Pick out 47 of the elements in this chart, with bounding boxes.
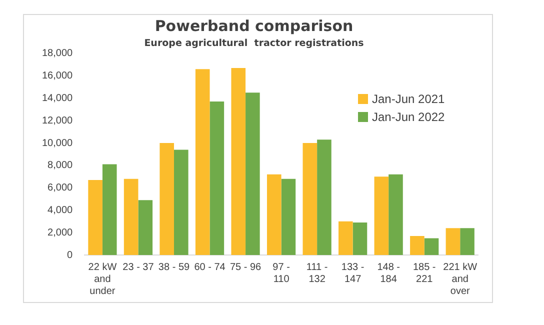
bar	[231, 68, 246, 255]
x-tick-label: 148 - 184	[377, 262, 400, 285]
bar	[424, 238, 439, 255]
bar	[446, 228, 460, 255]
bar	[138, 200, 153, 255]
y-tick-label: 2,000	[48, 227, 74, 238]
bar	[317, 140, 332, 255]
y-tick-label: 10,000	[42, 138, 74, 149]
y-tick-label: 8,000	[48, 160, 74, 172]
y-tick-label: 16,000	[42, 70, 74, 82]
x-tick-label: 111 - 132	[306, 262, 328, 285]
x-tick-label: 97 - 110	[272, 262, 290, 285]
legend-label: Jan-Jun 2022	[372, 109, 445, 126]
bar	[174, 150, 188, 255]
bar	[195, 69, 210, 255]
x-tick-label: 75 - 96	[230, 262, 262, 273]
bar	[460, 228, 474, 255]
bar	[124, 178, 138, 255]
bar	[246, 92, 260, 255]
x-tick-label: 38 - 59	[158, 262, 190, 273]
y-tick-label: 6,000	[48, 182, 74, 194]
bar	[374, 176, 389, 255]
bar	[266, 174, 282, 255]
x-tick-label: 133 - 147	[341, 262, 364, 285]
y-tick-label: 18,000	[42, 48, 74, 60]
y-tick-label: 4,000	[48, 204, 74, 216]
y-tick-label: 12,000	[42, 115, 74, 126]
y-tick-label: 14,000	[42, 92, 74, 104]
chart-title: Powerband comparison	[154, 16, 354, 35]
bar	[352, 222, 368, 255]
x-tick-label: 22 kW and under	[88, 262, 118, 297]
bar	[338, 221, 353, 255]
y-tick-label: 0	[67, 250, 74, 261]
x-tick-label: 60 - 74	[194, 262, 226, 273]
bar	[88, 180, 102, 255]
x-tick-label: 221 kW and over	[443, 262, 478, 297]
bar	[160, 143, 174, 255]
x-tick-label: 185 - 221	[412, 262, 436, 285]
bar	[281, 178, 296, 255]
bar	[410, 236, 424, 255]
bar	[102, 164, 117, 255]
chart-subtitle: Europe agricultural tractor registrations	[144, 38, 364, 50]
x-tick-label: 23 - 37	[122, 262, 154, 273]
bar	[210, 102, 224, 255]
legend-label: Jan-Jun 2021	[372, 91, 445, 108]
bar	[388, 174, 403, 255]
bar	[302, 143, 318, 255]
